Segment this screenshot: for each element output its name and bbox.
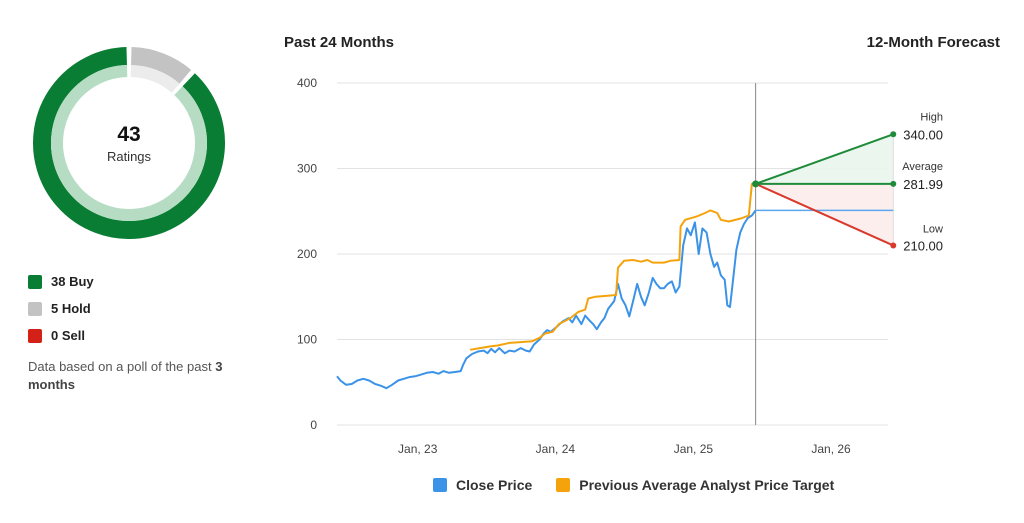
price-target-line (469, 182, 756, 351)
price-target-label: Previous Average Analyst Price Target (579, 477, 835, 493)
chart-title-past: Past 24 Months (284, 34, 395, 51)
hold-swatch (28, 301, 42, 316)
poll-note: Data based on a poll of the past 3 month… (28, 358, 228, 394)
ratings-donut (33, 47, 225, 239)
y-tick-label: 0 (310, 418, 317, 432)
legend-hold: 5 Hold (28, 295, 94, 322)
forecast-high-label: High (920, 111, 943, 123)
buy-label: 38 Buy (51, 274, 94, 289)
legend-buy: 38 Buy (28, 268, 94, 295)
forecast-low-value: 210.00 (903, 238, 943, 253)
legend-close-price: Close Price (433, 477, 532, 493)
forecast-high-value: 340.00 (903, 127, 943, 142)
x-tick-label: Jan, 23 (398, 442, 438, 456)
close-price-swatch (433, 478, 447, 492)
forecast-low-label: Low (923, 223, 943, 235)
forecast-high-point (890, 131, 897, 138)
forecast-average-value: 281.99 (903, 177, 943, 192)
buy-swatch (28, 274, 42, 289)
price-target-swatch (556, 478, 571, 492)
forecast-high-line (755, 133, 894, 185)
hold-segment (130, 47, 192, 84)
chart-title-forecast: 12-Month Forecast (866, 34, 1000, 51)
forecast-low-line (755, 182, 894, 247)
forecast-low-point (890, 242, 897, 249)
y-tick-label: 200 (297, 247, 317, 261)
close-price-label: Close Price (456, 477, 533, 493)
x-tick-label: Jan, 25 (674, 442, 714, 456)
y-tick-label: 300 (297, 162, 317, 176)
price-chart: 0 100 200 300 400 Jan, 23 Jan, 24 Jan, 25 Jan, 2… (297, 76, 943, 456)
y-tick-label: 400 (297, 76, 317, 90)
sell-swatch (28, 328, 42, 343)
buy-segment (33, 47, 225, 239)
forecast-average-label: Average (902, 161, 943, 173)
close-price-line (336, 209, 757, 390)
chart-legend: Close Price Previous Average Analyst Pri… (433, 477, 858, 493)
legend-sell: 0 Sell (28, 322, 94, 349)
poll-note-text: Data based on a poll of the past (28, 359, 212, 374)
legend-price-target: Previous Average Analyst Price Target (556, 477, 834, 493)
y-tick-label: 100 (297, 333, 317, 347)
sell-label: 0 Sell (51, 328, 85, 343)
hold-inner-segment (130, 65, 180, 93)
buy-inner-segment (51, 65, 207, 221)
forecast-average-point (890, 180, 897, 187)
x-tick-label: Jan, 26 (811, 442, 851, 456)
forecast-origin-point (752, 180, 760, 188)
hold-label: 5 Hold (51, 301, 91, 316)
ratings-legend: 38 Buy 5 Hold 0 Sell (28, 268, 94, 349)
x-tick-label: Jan, 24 (536, 442, 576, 456)
poll-note-period: 3 months (28, 359, 223, 392)
